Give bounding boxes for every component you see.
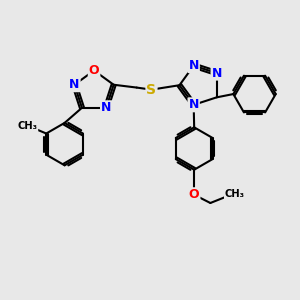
Text: N: N bbox=[188, 59, 199, 72]
Text: O: O bbox=[189, 188, 200, 201]
Text: N: N bbox=[69, 78, 80, 91]
Text: CH₃: CH₃ bbox=[225, 189, 245, 199]
Text: N: N bbox=[188, 98, 199, 111]
Text: O: O bbox=[89, 64, 99, 77]
Text: S: S bbox=[146, 82, 157, 97]
Text: N: N bbox=[101, 101, 111, 114]
Text: CH₃: CH₃ bbox=[17, 122, 38, 131]
Text: N: N bbox=[212, 67, 222, 80]
